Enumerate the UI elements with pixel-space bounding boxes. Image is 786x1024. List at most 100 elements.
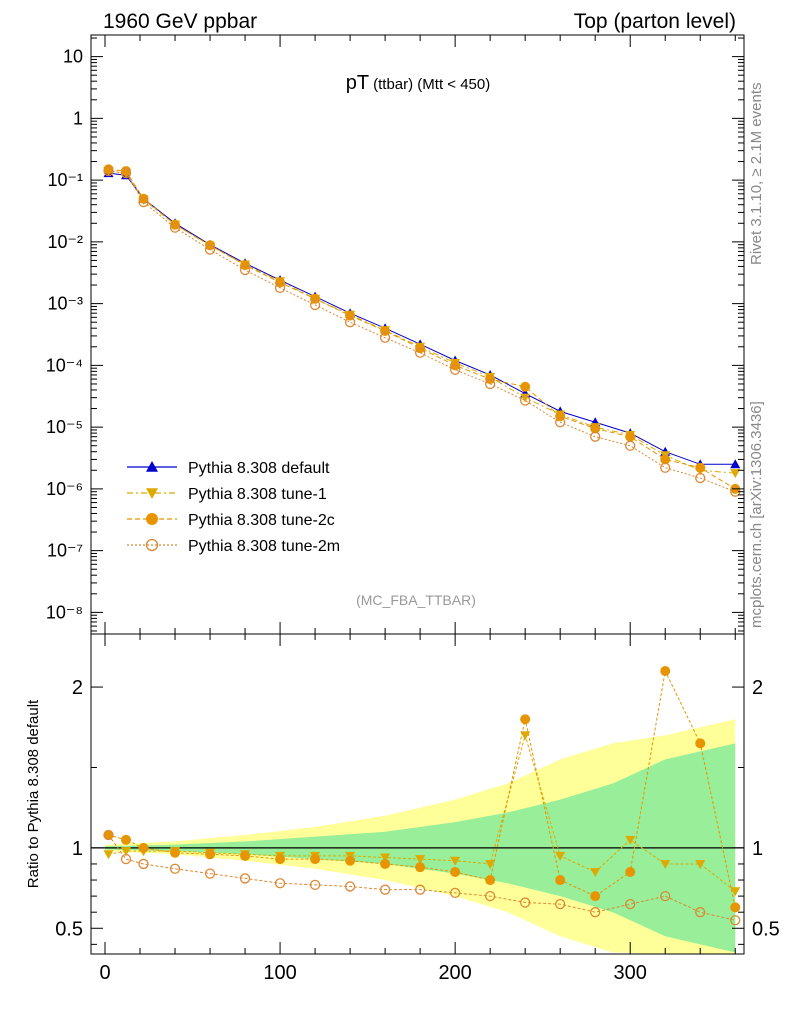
data-point [103, 165, 114, 177]
ratio-ylabel: Ratio to Pythia 8.308 default [25, 699, 42, 888]
title-main: pT [346, 72, 369, 94]
legend: Pythia 8.308 default Pythia 8.308 tune-1 P… [127, 460, 340, 555]
ratio-data-point [103, 829, 114, 841]
ratio-data-point [204, 868, 216, 879]
series-pythia-8-308-tune-1 [103, 167, 741, 479]
data-point [695, 462, 706, 473]
ratio-data-point [520, 714, 531, 725]
ratio-y-tick-label: 0.5 [55, 918, 83, 940]
series-line [108, 170, 736, 493]
ratio-data-point [625, 899, 636, 910]
ratio-data-point [344, 881, 356, 892]
ratio-data-point [138, 858, 149, 870]
data-point [169, 222, 181, 233]
ratio-data-point [450, 866, 461, 877]
data-point [170, 219, 181, 230]
ratio-data-point [379, 884, 391, 895]
data-point [414, 347, 426, 358]
ratio-y-tick-label-right: 0.5 [752, 918, 780, 940]
ratio-data-point [625, 835, 636, 845]
ratio-data-point [590, 891, 601, 902]
legend-label: Pythia 8.308 tune-2m [188, 538, 340, 555]
ratio-series-pythia-8-308-tune-2m [103, 829, 741, 926]
series-line [108, 170, 736, 474]
legend-marker [146, 461, 158, 472]
main-y-tick-label: 10⁻⁶ [46, 479, 83, 499]
ratio-data-point [590, 907, 601, 918]
ratio-plot-area [91, 665, 744, 954]
legend-label: Pythia 8.308 tune-1 [188, 486, 327, 503]
title-sub: (ttbar) (Mtt < 450) [373, 76, 490, 93]
ratio-data-point [590, 867, 601, 877]
data-point [309, 299, 321, 311]
data-point [204, 244, 216, 255]
ratio-data-point [170, 847, 181, 858]
ratio-data-point [138, 842, 149, 853]
data-point [590, 423, 601, 434]
ratio-series-line [108, 834, 736, 921]
ratio-data-point [449, 887, 461, 899]
ratio-data-point [695, 907, 706, 918]
legend-label: Pythia 8.308 tune-2c [188, 512, 335, 529]
x-tick-label: 200 [438, 962, 471, 984]
rivet-version: Rivet 3.1.10, ≥ 2.1M events [748, 83, 765, 266]
ratio-data-point [103, 850, 114, 860]
ratio-data-point [415, 862, 426, 873]
ratio-data-point [485, 859, 496, 869]
data-point [625, 440, 636, 451]
series-line [108, 172, 736, 465]
ratio-series-pythia-8-308-tune-2c [103, 665, 741, 913]
main-plot-title: pT (ttbar) (Mtt < 450) [346, 72, 490, 94]
ratio-y-axis: 0.5 0.5 1 1 2 2 [55, 677, 780, 945]
main-plot-panel: 10⁻⁸ 10⁻⁷ 10⁻⁶ 10⁻⁵ 10⁻⁴ 10⁻³ 10⁻² 10⁻¹ 1 10 pT (t… [46, 34, 745, 635]
ratio-data-point [730, 887, 741, 897]
data-point [520, 395, 531, 406]
ratio-data-point [239, 873, 251, 884]
main-y-tick-label: 10⁻⁷ [47, 541, 83, 561]
ratio-data-point [555, 899, 566, 910]
main-y-tick-label: 10⁻⁸ [46, 602, 83, 622]
ratio-data-point [695, 738, 706, 749]
main-y-tick-label: 1 [73, 108, 83, 128]
data-point [275, 277, 286, 288]
legend-marker [146, 488, 158, 499]
data-point [520, 393, 531, 403]
ratio-data-point [485, 890, 496, 902]
ratio-data-point [169, 863, 181, 874]
data-point [138, 196, 149, 208]
series-pythia-8-308-tune-2c [103, 164, 741, 494]
ratio-y-tick-label-right: 2 [752, 677, 763, 699]
ratio-data-point [205, 849, 216, 860]
ratio-data-point [695, 859, 706, 869]
main-y-axis: 10⁻⁸ 10⁻⁷ 10⁻⁶ 10⁻⁵ 10⁻⁴ 10⁻³ 10⁻² 10⁻¹ 1 10 [46, 37, 744, 632]
ratio-data-point [120, 853, 132, 865]
header-energy: 1960 GeV ppbar [103, 10, 257, 33]
ratio-data-point [660, 665, 671, 676]
ratio-series-line [108, 733, 736, 892]
x-tick-label: 100 [263, 962, 296, 984]
ratio-data-point [660, 890, 671, 902]
ratio-data-point [380, 858, 391, 869]
data-point [730, 459, 741, 469]
ratio-data-point [450, 856, 461, 866]
data-point [138, 193, 149, 204]
ratio-data-point [520, 897, 531, 908]
data-point [379, 332, 391, 343]
ratio-plot-panel: 0.5 0.5 1 1 2 2 0 100 200 300 [55, 35, 780, 984]
main-y-tick-label: 10⁻¹ [47, 170, 83, 190]
ratio-data-point [520, 731, 531, 741]
ratio-data-point [309, 879, 321, 891]
ratio-y-tick-label-right: 1 [752, 838, 763, 860]
legend-marker [146, 513, 158, 525]
ratio-data-point [345, 855, 356, 866]
ratio-data-point [555, 851, 566, 861]
ratio-data-point [625, 866, 636, 877]
mcplots-reference: mcplots.cern.ch [arXiv:1306.3436] [748, 401, 765, 628]
data-point [730, 469, 741, 479]
main-y-tick-label: 10⁻³ [47, 294, 83, 314]
main-y-tick-label: 10⁻⁴ [46, 355, 83, 375]
ratio-data-point [121, 834, 132, 845]
ratio-data-point [730, 915, 741, 926]
data-point [274, 282, 286, 294]
